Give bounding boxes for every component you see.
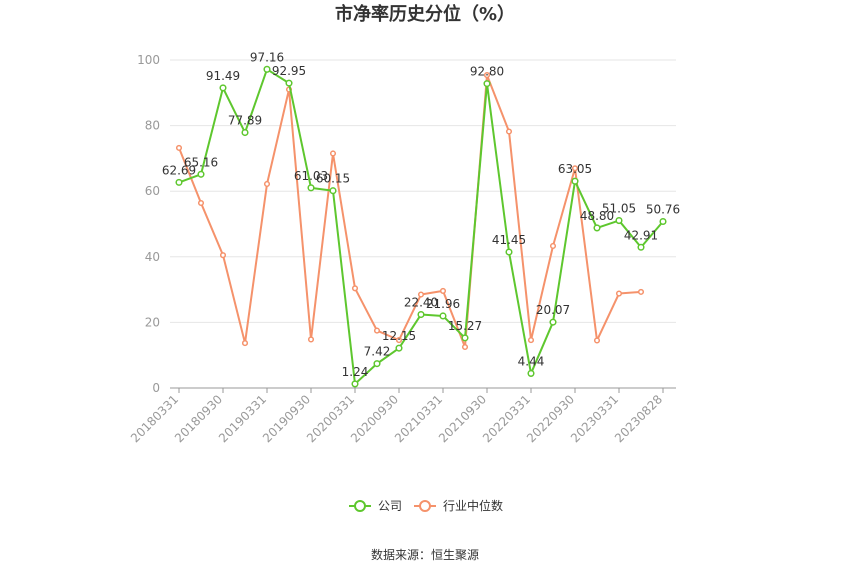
company-data-label: 1.24 [342,365,369,379]
company-data-label: 62.69 [162,163,196,177]
industry-median-point [395,337,403,344]
company-point [571,177,579,185]
company-data-label: 60.15 [316,172,350,186]
company-point [615,217,623,225]
company-data-label: 42.91 [624,228,658,242]
industry-median-point [505,128,513,135]
source-note: 数据来源：恒生聚源 [371,547,479,562]
series-layer [175,65,667,388]
industry-median-point [263,180,271,188]
industry-median-point [417,291,425,298]
grid-lines [170,59,676,323]
company-data-label: 41.45 [492,233,526,247]
company-data-label: 4.44 [518,354,545,368]
company-data-label: 21.96 [426,297,460,311]
company-data-label: 92.95 [272,64,306,78]
company-data-label: 92.80 [470,65,504,79]
company-point [241,128,249,137]
legend-company-label: 公司 [378,499,402,513]
y-tick-label: 40 [145,250,160,264]
y-axis: 0 20 40 60 80 100 [137,53,160,395]
company-data-label: 61.03 [294,169,328,183]
industry-median-point [549,242,557,250]
company-point [307,184,315,192]
legend-item-industry-median[interactable]: 行业中位数 [414,498,503,513]
chart-title: 市净率历史分位（%） [335,3,515,25]
industry-median-point [593,337,601,344]
company-data-label: 22.40 [404,296,438,310]
company-data-label: 51.05 [602,202,636,216]
company-data-label: 12.15 [382,329,416,343]
industry-median-point [527,337,535,344]
y-tick-label: 20 [145,315,160,329]
company-point [285,79,293,87]
industry-median-point [439,287,447,294]
company-point [659,217,667,226]
company-point [593,224,601,232]
company-point [175,178,183,186]
industry-median-point [241,340,249,347]
company-data-label: 97.16 [250,50,284,64]
legend-item-company[interactable]: 公司 [349,499,402,513]
company-data-label: 63.05 [558,162,592,176]
company-point [549,318,557,326]
company-point [505,248,513,256]
legend-industry-label: 行业中位数 [443,498,503,513]
company-point [329,187,337,195]
legend: 公司 行业中位数 [349,498,503,513]
company-data-label: 91.49 [206,69,240,83]
industry-median-point [197,199,205,207]
company-point [373,360,381,368]
company-data-label: 48.80 [580,209,614,223]
company-data-label: 15.27 [448,319,482,333]
industry-median-point [461,343,469,351]
industry-median-point [175,144,183,151]
industry-median-point [329,150,337,157]
x-axis: 2018033120180930201903312019093020200331… [128,387,676,445]
industry-median-point [637,288,645,295]
industry-median-point [483,72,491,79]
industry-median-point [219,252,227,259]
company-data-label: 65.16 [184,155,218,169]
company-data-label: 77.89 [228,114,262,128]
industry-median-point [373,327,381,334]
industry-median-point [615,290,623,297]
y-tick-label: 100 [137,53,160,67]
industry-median-point [307,336,315,343]
company-data-label: 20.07 [536,303,570,317]
company-point [527,369,535,377]
company-point [461,334,469,342]
legend-industry-marker [419,500,431,512]
industry-median-point [571,165,579,172]
y-tick-label: 80 [145,119,160,133]
company-point [395,344,403,352]
company-point [197,170,205,178]
company-point [483,80,491,88]
company-data-label: 50.76 [646,203,680,217]
x-tick-label: 20230828 [612,392,665,445]
company-data-label: 7.42 [364,345,391,359]
company-point [351,380,359,388]
company-point [263,65,271,73]
legend-company-marker [354,500,366,512]
y-tick-label: 60 [145,184,160,198]
industry-median-point [351,285,359,292]
company-point [219,84,227,92]
y-tick-label: 0 [152,381,160,395]
industry-median-line [178,74,642,348]
company-point [637,243,645,251]
company-point [439,312,447,320]
company-point [417,310,425,319]
